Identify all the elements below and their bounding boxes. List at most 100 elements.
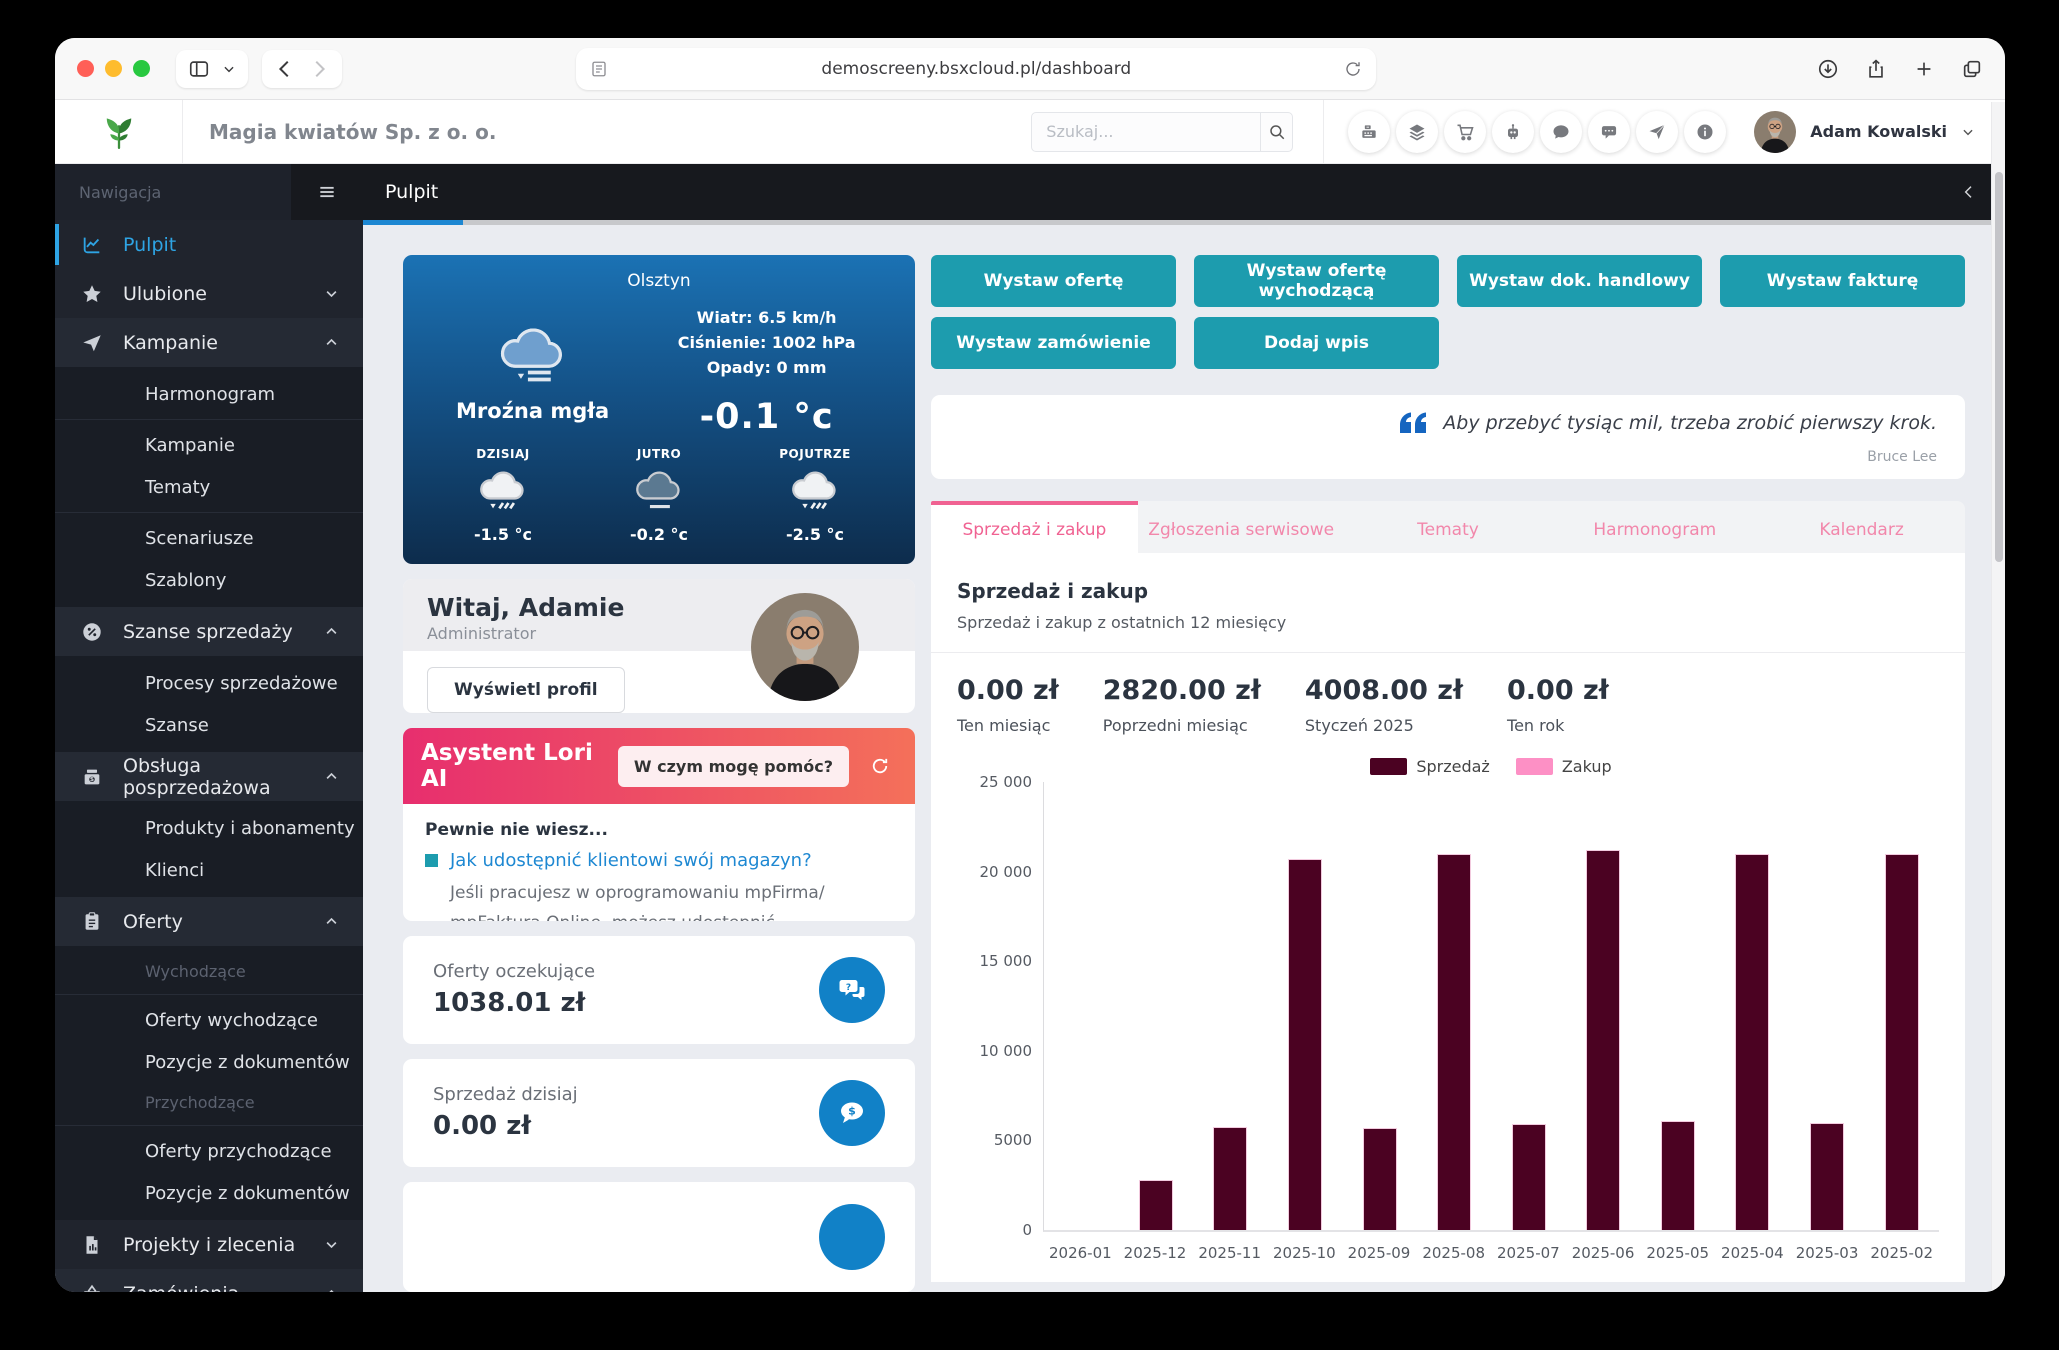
sidebar-item-label: Oferty (123, 910, 183, 933)
bar-sprzedaz[interactable] (1735, 853, 1770, 1230)
info-icon[interactable] (1684, 110, 1727, 153)
sidebar-collapse-button[interactable] (291, 164, 363, 220)
sidebar-subitem[interactable]: Oferty przychodzące (145, 1140, 332, 1162)
cart-icon[interactable] (1444, 110, 1487, 153)
metric-card-oferty-oczekujace[interactable]: Oferty oczekujące 1038.01 zł ? (403, 935, 915, 1044)
tab-tematy[interactable]: Tematy (1417, 520, 1479, 540)
sidebar-subitem[interactable]: Szanse (145, 714, 209, 736)
sidebar-subitem[interactable]: Klienci (145, 859, 205, 881)
stat-ten-miesiac: 0.00 zł Ten miesiąc (957, 675, 1059, 735)
sidebar-subitem[interactable]: Pozycje z dokumentów (145, 1051, 350, 1073)
address-bar[interactable]: demoscreeny.bsxcloud.pl/dashboard (576, 47, 1377, 90)
tab-overview-icon[interactable] (1961, 58, 1983, 80)
chat-icon[interactable] (1540, 110, 1583, 153)
bar-sprzedaz[interactable] (1362, 1127, 1397, 1230)
sidebar-subitem[interactable]: Oferty wychodzące (145, 1009, 318, 1031)
profile-avatar (751, 592, 859, 701)
page-scrollbar[interactable] (1991, 102, 2005, 1292)
bar-sprzedaz[interactable] (1288, 859, 1323, 1230)
stat-styczen-2025: 4008.00 zł Styczeń 2025 (1305, 675, 1463, 735)
dodaj-wpis-button[interactable]: Dodaj wpis (1194, 317, 1439, 369)
cloud-rain-icon (480, 471, 524, 509)
tab-harmonogram[interactable]: Harmonogram (1593, 520, 1717, 540)
bar-sprzedaz[interactable] (1511, 1124, 1546, 1230)
sidebar-subitem[interactable]: Procesy sprzedażowe (145, 672, 338, 694)
bar-sprzedaz[interactable] (1586, 850, 1621, 1230)
sms-icon[interactable] (1588, 110, 1631, 153)
chevron-up-icon (326, 338, 337, 345)
legend-zakup[interactable]: Zakup (1515, 757, 1612, 776)
collapse-chevron-left-icon[interactable] (1961, 184, 1977, 200)
sidebar-item-oferty[interactable]: Oferty (55, 897, 363, 946)
layers-icon[interactable] (1396, 110, 1439, 153)
metric-card-partial[interactable] (403, 1182, 915, 1292)
wystaw-zamowienie-button[interactable]: Wystaw zamówienie (931, 317, 1176, 369)
sidebar-subitem[interactable]: Tematy (145, 476, 211, 498)
sidebar-item-szanse-sprzedazy[interactable]: Szanse sprzedaży (55, 607, 363, 656)
new-tab-icon[interactable] (1913, 58, 1935, 80)
metric-card-sprzedaz-dzisiaj[interactable]: Sprzedaż dzisiaj 0.00 zł $ (403, 1058, 915, 1168)
sidebar-subitem[interactable]: Pozycje z dokumentów (145, 1182, 350, 1204)
reload-icon[interactable] (1344, 60, 1362, 78)
bar-sprzedaz[interactable] (1660, 1120, 1695, 1230)
sidebar-item-zamowienia[interactable]: Zamówienia (55, 1269, 363, 1292)
sidebar-item-obsluga-posprzedazowa[interactable]: $ Obsługa posprzedażowa (55, 752, 363, 801)
logo-box[interactable] (55, 100, 183, 163)
assistant-help-button[interactable]: W czym mogę pomóc? (617, 745, 849, 787)
forecast-temp: -2.5 °c (785, 524, 845, 544)
robot-icon[interactable] (1492, 110, 1535, 153)
view-profile-button[interactable]: Wyświetl profil (427, 666, 625, 713)
wystaw-dok-handlowy-button[interactable]: Wystaw dok. handlowy (1457, 255, 1702, 307)
downloads-icon[interactable] (1817, 58, 1839, 80)
assistant-question-link[interactable]: Jak udostępnić klientowi swój magazyn? (450, 850, 812, 872)
close-window-button[interactable] (77, 60, 94, 77)
tab-sprzedaz-i-zakup[interactable]: Sprzedaż i zakup (931, 501, 1138, 553)
refresh-icon (872, 759, 888, 774)
tab-kalendarz[interactable]: Kalendarz (1819, 520, 1904, 540)
tab-zgloszenia-serwisowe[interactable]: Zgłoszenia serwisowe (1148, 520, 1335, 540)
forward-button[interactable] (308, 58, 330, 80)
share-icon[interactable] (1865, 58, 1887, 80)
sidebar-item-projekty[interactable]: Projekty i zlecenia (55, 1220, 363, 1269)
wystaw-oferte-button[interactable]: Wystaw ofertę (931, 255, 1176, 307)
weather-temperature: -0.1 °c (699, 397, 834, 438)
minimize-window-button[interactable] (105, 60, 122, 77)
user-menu[interactable]: Adam Kowalski (1754, 110, 1975, 153)
search-button[interactable] (1260, 112, 1292, 151)
sidebar-subitem[interactable]: Scenariusze (145, 527, 254, 549)
sidebar-subitem[interactable]: Szablony (145, 569, 227, 591)
sidebar-subitem[interactable]: Produkty i abonamenty (145, 817, 355, 839)
legend-sprzedaz[interactable]: Sprzedaż (1370, 757, 1490, 776)
bar-sprzedaz[interactable] (1213, 1126, 1248, 1230)
forecast-day-label: DZISIAJ (476, 446, 530, 461)
sidebar-item-label: Ulubione (123, 282, 207, 305)
company-logo-icon (106, 117, 131, 149)
assistant-title: Asystent Lori AI (421, 740, 593, 793)
sidebar-item-kampanie[interactable]: Kampanie (55, 318, 363, 367)
bar-sprzedaz[interactable] (1437, 853, 1472, 1230)
back-button[interactable] (274, 58, 296, 80)
chart-bars (1044, 782, 1939, 1230)
browser-sidebar-icon[interactable] (188, 58, 210, 80)
scrollbar-thumb[interactable] (1995, 172, 2003, 562)
search-input[interactable] (1032, 122, 1261, 141)
assistant-refresh-button[interactable] (863, 749, 897, 783)
company-name: Magia kwiatów Sp. z o. o. (209, 119, 497, 144)
send-icon[interactable] (1636, 110, 1679, 153)
chevron-down-icon[interactable] (222, 62, 236, 76)
sidebar-item-ulubione[interactable]: Ulubione (55, 269, 363, 318)
cash-register-icon[interactable] (1348, 110, 1391, 153)
wystaw-oferte-wychodzaca-button[interactable]: Wystaw ofertę wychodzącą (1194, 255, 1439, 307)
bar-sprzedaz[interactable] (1810, 1123, 1845, 1230)
sidebar-subitem[interactable]: Kampanie (145, 434, 235, 456)
bar-sprzedaz[interactable] (1884, 853, 1919, 1230)
zoom-window-button[interactable] (133, 60, 150, 77)
sidebar-subitem[interactable]: Harmonogram (145, 383, 276, 405)
bubble-icon (819, 1204, 885, 1271)
bar-sprzedaz[interactable] (1138, 1179, 1173, 1230)
reader-icon[interactable] (590, 60, 608, 78)
wystaw-fakture-button[interactable]: Wystaw fakturę (1720, 255, 1965, 307)
url-text: demoscreeny.bsxcloud.pl/dashboard (821, 58, 1132, 79)
sidebar-item-pulpit[interactable]: Pulpit (55, 220, 363, 269)
